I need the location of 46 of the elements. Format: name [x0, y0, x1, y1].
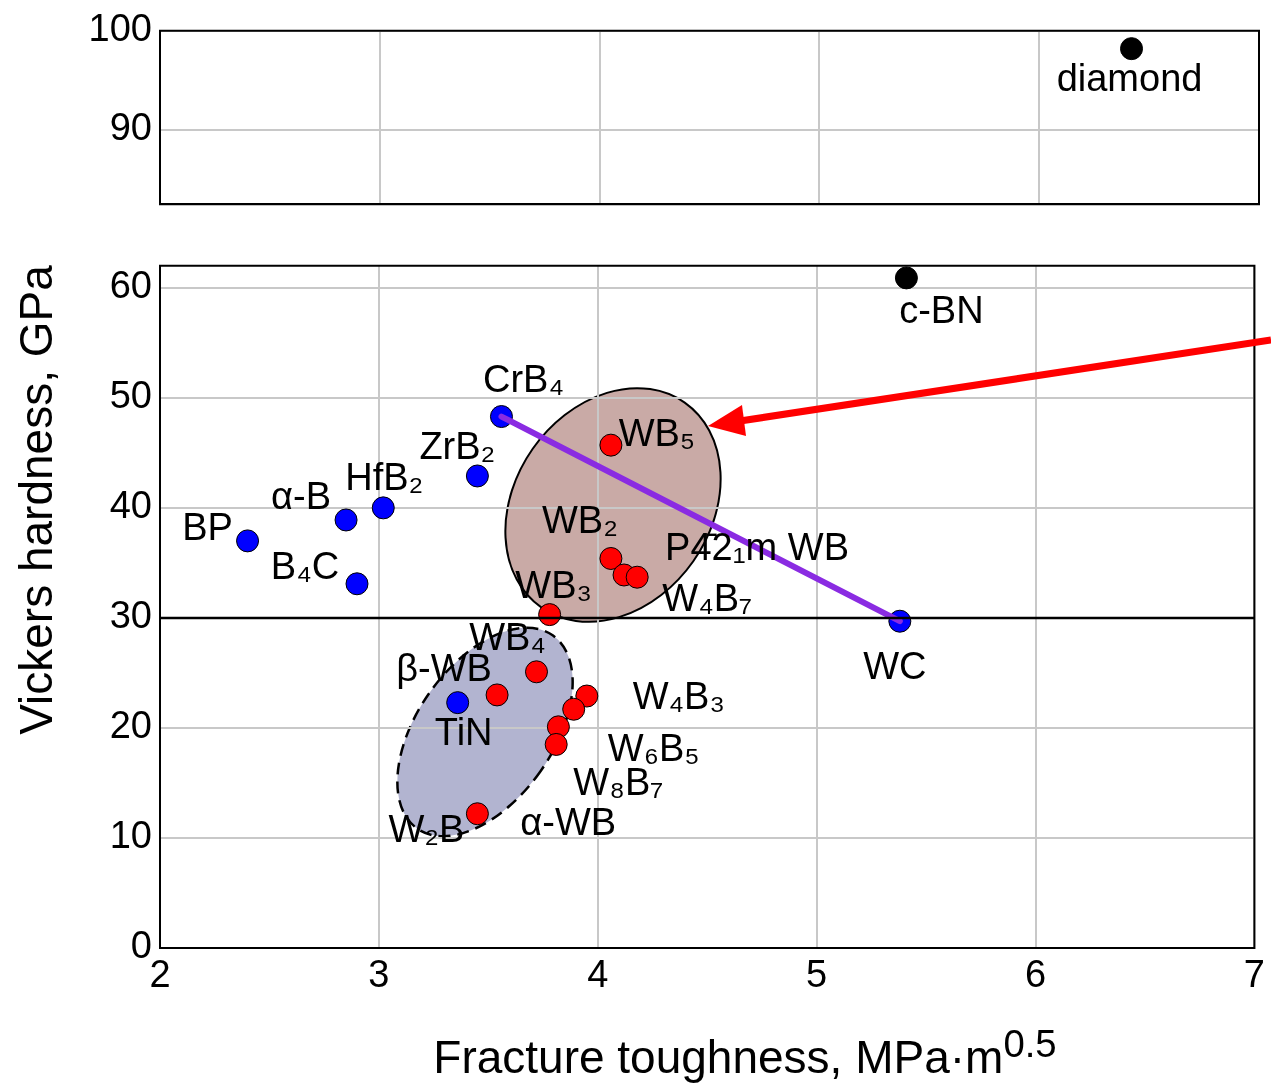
point	[575, 684, 599, 708]
point	[894, 266, 918, 290]
annotation: WB₅	[618, 411, 696, 454]
annotation: CrB₄	[482, 358, 564, 401]
point	[625, 565, 649, 589]
point	[524, 660, 548, 684]
y-tick-label: 10	[109, 814, 152, 857]
annotation: α-WB	[520, 800, 617, 843]
point	[465, 802, 489, 826]
x-tick-label: 7	[1243, 953, 1265, 996]
annotation: W₂B	[388, 808, 465, 851]
annotation: TiN	[434, 711, 493, 754]
point	[544, 732, 568, 756]
y-axis-title: Vickers hardness, GPa	[9, 265, 63, 735]
point	[236, 529, 260, 553]
annotation: WB₂	[541, 498, 618, 541]
x-tick-label: 2	[149, 953, 171, 996]
point	[345, 572, 369, 596]
point	[334, 508, 358, 532]
annotation: W₄B₇	[662, 576, 753, 619]
y-tick-label: 40	[109, 484, 152, 527]
x-tick-label: 4	[587, 953, 609, 996]
annotation: B₄C	[270, 545, 340, 588]
y-tick-label: 100	[88, 7, 152, 50]
annotation: c-BN	[899, 289, 984, 332]
y-tick-label: 0	[130, 924, 152, 967]
x-tick-label: 6	[1024, 953, 1047, 996]
annotation: W₆B₅	[607, 726, 700, 769]
point	[599, 546, 623, 570]
x-tick-label: 5	[806, 953, 828, 996]
point	[465, 464, 489, 488]
annotation: diamond	[1056, 57, 1203, 100]
annotation: WC	[863, 644, 927, 687]
point	[446, 691, 470, 715]
point	[371, 496, 395, 520]
y-tick-label: 20	[109, 704, 152, 747]
annotation: α-B	[271, 475, 332, 518]
y-tick-label: 30	[109, 594, 152, 637]
y-tick-label: 90	[109, 106, 152, 149]
annotation: W₄B₃	[632, 674, 725, 717]
x-tick-label: 3	[368, 953, 390, 996]
annotation: BP	[182, 506, 233, 549]
y-tick-label: 50	[109, 374, 152, 417]
point	[562, 697, 586, 721]
y-tick-label: 60	[109, 264, 152, 307]
x-axis-title: Fracture toughness, MPa·m$^{0.5}$	[433, 1021, 1057, 1083]
